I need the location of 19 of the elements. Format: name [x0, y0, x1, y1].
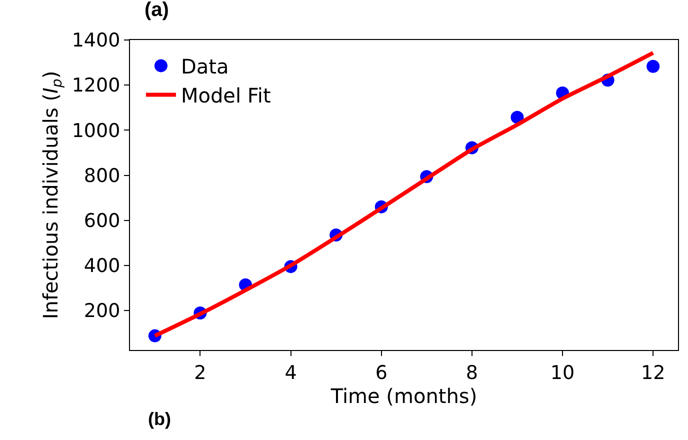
- x-tick-label: 12: [640, 362, 666, 384]
- legend-label: Data: [180, 54, 229, 78]
- legend-label: Model Fit: [180, 84, 271, 108]
- y-tick-label: 1000: [72, 120, 120, 142]
- y-tick-label: 400: [84, 255, 120, 278]
- x-tick-label: 10: [550, 362, 575, 384]
- chart-title: (a): [144, 0, 169, 22]
- point: [646, 60, 660, 73]
- y-tick-label: 1400: [72, 30, 120, 52]
- x-axis-title: Time (months): [330, 384, 478, 408]
- y-tick-label: 600: [84, 210, 120, 232]
- x-tick-label: 4: [284, 362, 297, 384]
- text: (b): [148, 409, 171, 429]
- x-tick-label: 8: [466, 362, 478, 384]
- y-tick-label: 1200: [72, 74, 120, 97]
- x-tick-label: 2: [194, 362, 206, 384]
- y-tick-label: 200: [84, 300, 120, 322]
- y-tick-label: 800: [84, 164, 120, 187]
- x-tick-label: 6: [375, 362, 388, 384]
